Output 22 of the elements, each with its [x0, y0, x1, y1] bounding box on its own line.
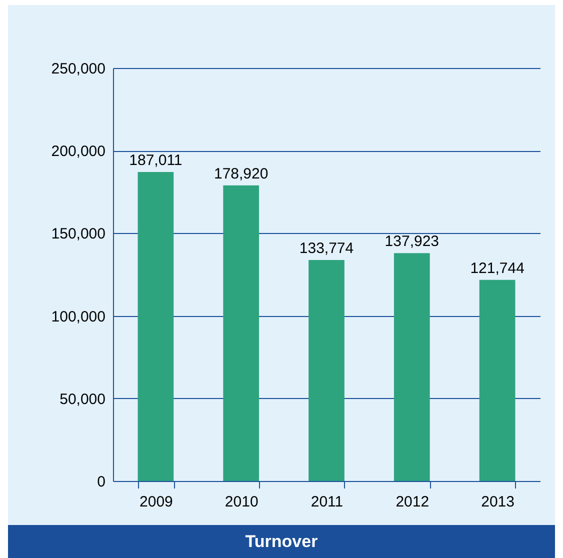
bar: [138, 172, 174, 481]
data-label: 121,744: [470, 260, 524, 277]
data-label: 178,920: [214, 165, 268, 182]
x-tick-label: 2010: [224, 494, 258, 510]
x-tick-label: 2012: [396, 494, 430, 510]
y-tick-label: 200,000: [51, 143, 106, 160]
data-label: 187,011: [129, 152, 182, 170]
y-tick-label: 150,000: [51, 226, 106, 243]
bar: [223, 185, 260, 481]
x-tick-label: 2009: [140, 494, 173, 510]
x-tick-label: 2011: [310, 494, 344, 510]
text: Turnover: [8, 525, 555, 558]
data-label: 133,774: [299, 240, 354, 258]
bar: [308, 260, 344, 481]
data-label: 137,923: [384, 233, 440, 250]
y-tick-label: 100,000: [51, 308, 106, 326]
y-tick-label: 0: [97, 474, 106, 490]
bar: [479, 280, 516, 481]
x-tick-label: 2013: [481, 494, 514, 510]
y-tick-label: 250,000: [51, 60, 106, 78]
bar: [394, 253, 430, 481]
y-tick-label: 50,000: [60, 390, 106, 408]
